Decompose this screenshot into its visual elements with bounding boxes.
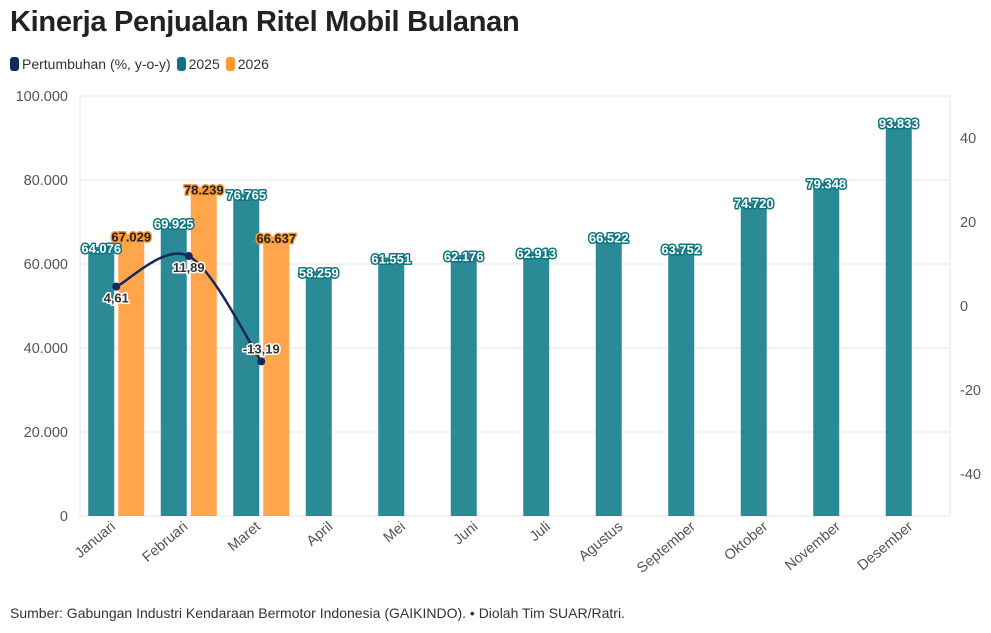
y-left-tick-label: 0 [60, 509, 68, 525]
x-tick-label: April [304, 519, 337, 550]
y-left-tick-label: 80.000 [24, 173, 68, 189]
bar-2025 [813, 182, 840, 516]
growth-point [184, 252, 193, 261]
data-label-2025: 93.833 [879, 116, 919, 131]
data-label-growth: 11,89 [173, 260, 205, 275]
bar-2025 [378, 257, 405, 516]
data-label-2025: 61.551 [371, 251, 411, 266]
data-label-2025: 62.913 [516, 246, 556, 261]
legend-label: 2025 [188, 56, 220, 72]
x-tick-label: November [782, 519, 844, 574]
growth-point [112, 282, 121, 291]
bar-2025 [233, 193, 260, 516]
y-right-tick-label: -40 [960, 467, 981, 483]
data-label-2025: 69.925 [154, 216, 194, 231]
x-tick-label: Desember [855, 519, 917, 574]
x-tick-label: Februari [140, 519, 192, 566]
x-tick-label: Agustus [576, 519, 626, 565]
data-label-2025: 79.348 [806, 177, 846, 192]
data-label-2026: 78.239 [184, 182, 224, 197]
y-left-tick-label: 20.000 [24, 425, 68, 441]
data-label-2026: 66.637 [256, 231, 296, 246]
x-tick-label: Maret [225, 519, 264, 555]
data-label-2025: 74.720 [734, 196, 774, 211]
y-left-tick-label: 40.000 [24, 341, 68, 357]
y-right-tick-label: 20 [960, 215, 976, 231]
y-left-tick-label: 60.000 [24, 257, 68, 273]
bar-2026 [190, 187, 217, 517]
bar-2025 [160, 222, 187, 516]
x-tick-label: Juni [451, 519, 482, 548]
legend-item-2025[interactable]: 2025 [176, 56, 220, 72]
x-tick-label: September [634, 519, 699, 577]
bar-2025 [88, 246, 115, 516]
legend: Pertumbuhan (%, y-o-y) 2025 2026 [10, 56, 269, 72]
legend-swatch [225, 57, 235, 71]
y-left-tick-label: 100.000 [16, 89, 68, 105]
data-label-2025: 64.076 [81, 241, 121, 256]
chart-title: Kinerja Penjualan Ritel Mobil Bulanan [10, 6, 520, 38]
bar-2026 [263, 236, 290, 516]
legend-label: Pertumbuhan (%, y-o-y) [22, 56, 171, 72]
bar-2025 [740, 202, 767, 516]
bar-2025 [305, 271, 332, 516]
y-right-tick-label: -20 [960, 383, 981, 399]
legend-label: 2026 [237, 56, 269, 72]
source-note: Sumber: Gabungan Industri Kendaraan Berm… [10, 605, 625, 621]
legend-item-growth[interactable]: Pertumbuhan (%, y-o-y) [10, 56, 171, 72]
data-label-2025: 66.522 [589, 231, 629, 246]
data-label-2025: 62.176 [444, 249, 484, 264]
bar-2025 [885, 121, 912, 516]
y-right-tick-label: 40 [960, 131, 976, 147]
legend-swatch [10, 57, 19, 71]
x-tick-label: Januari [72, 519, 119, 562]
bar-2025 [523, 251, 550, 517]
data-label-2025: 63.752 [661, 242, 701, 257]
bar-2025 [595, 236, 622, 516]
bar-2025 [668, 248, 695, 517]
x-tick-label: Mei [381, 519, 409, 546]
legend-swatch [176, 57, 186, 71]
x-tick-label: Juli [527, 519, 554, 545]
data-label-2025: 76.765 [226, 188, 266, 203]
data-label-growth: -13,19 [243, 341, 280, 356]
data-label-2026: 67.029 [111, 229, 151, 244]
data-label-growth: 4,61 [104, 291, 129, 306]
y-right-tick-label: 0 [960, 299, 968, 315]
legend-item-2026[interactable]: 2026 [225, 56, 269, 72]
bar-2025 [450, 254, 477, 517]
data-label-2025: 58.259 [299, 265, 339, 280]
growth-point [257, 357, 266, 366]
x-tick-label: Oktober [722, 519, 772, 565]
